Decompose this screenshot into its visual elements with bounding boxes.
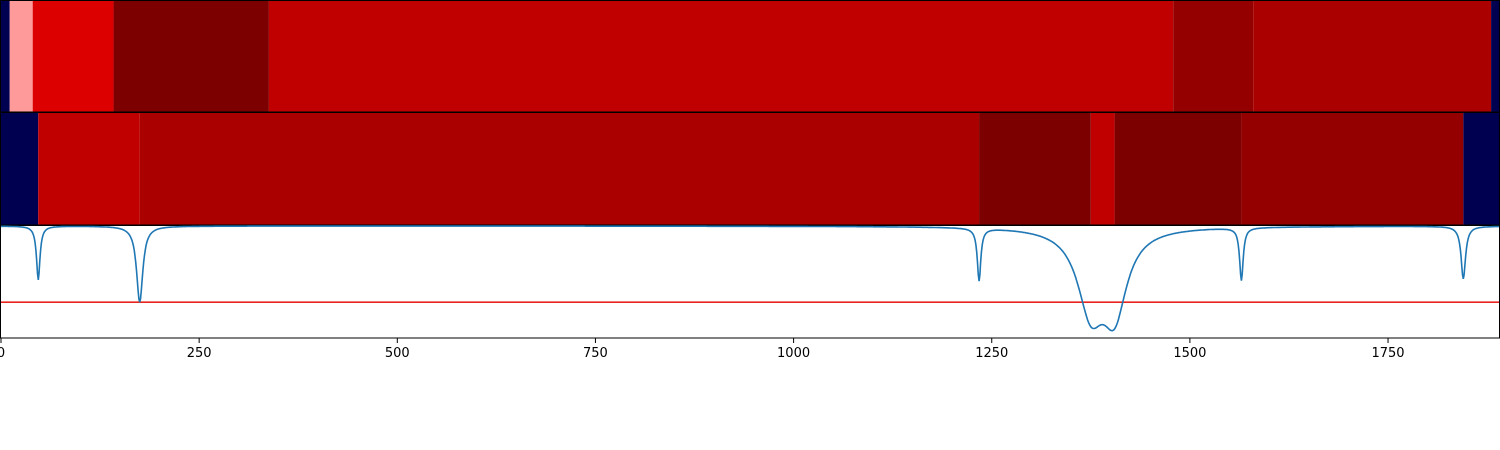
x-tick-label: 1750: [1371, 346, 1404, 361]
x-tick-label: 500: [385, 346, 410, 361]
heatmap-segment: [268, 1, 1174, 112]
heatmap-segment: [32, 1, 114, 112]
heatmap-segment: [979, 113, 1091, 225]
x-tick-label: 750: [583, 346, 608, 361]
x-axis: 0 250 500 750 1000 1250 1500 1750: [0, 338, 1405, 361]
heatmap-panel-middle: [0, 112, 1500, 226]
signal-line: [1, 225, 1500, 332]
heatmap-segment: [1253, 1, 1492, 112]
heatmap-panel-top: [0, 0, 1500, 113]
x-tick-label: 0: [0, 346, 5, 361]
line-panel-bottom: [0, 225, 1500, 339]
heatmap-segment: [38, 113, 140, 225]
heatmap-segment: [1, 113, 39, 225]
x-tick-label: 250: [187, 346, 212, 361]
heatmap-segment: [9, 1, 33, 112]
x-tick-label: 1500: [1173, 346, 1206, 361]
heatmap-segment: [1463, 113, 1499, 225]
heatmap-segment: [1114, 113, 1242, 225]
heatmap-segment: [1491, 1, 1500, 112]
x-tick-label: 1000: [777, 346, 810, 361]
heatmap-segment: [1241, 113, 1464, 225]
heatmap-segment: [113, 1, 269, 112]
heatmap-segment: [1090, 113, 1115, 225]
heatmap-segment: [1173, 1, 1254, 112]
x-tick-label: 1250: [975, 346, 1008, 361]
heatmap-segment: [1, 1, 10, 112]
heatmap-segment: [139, 113, 980, 225]
panel-frame: [0, 225, 1500, 339]
